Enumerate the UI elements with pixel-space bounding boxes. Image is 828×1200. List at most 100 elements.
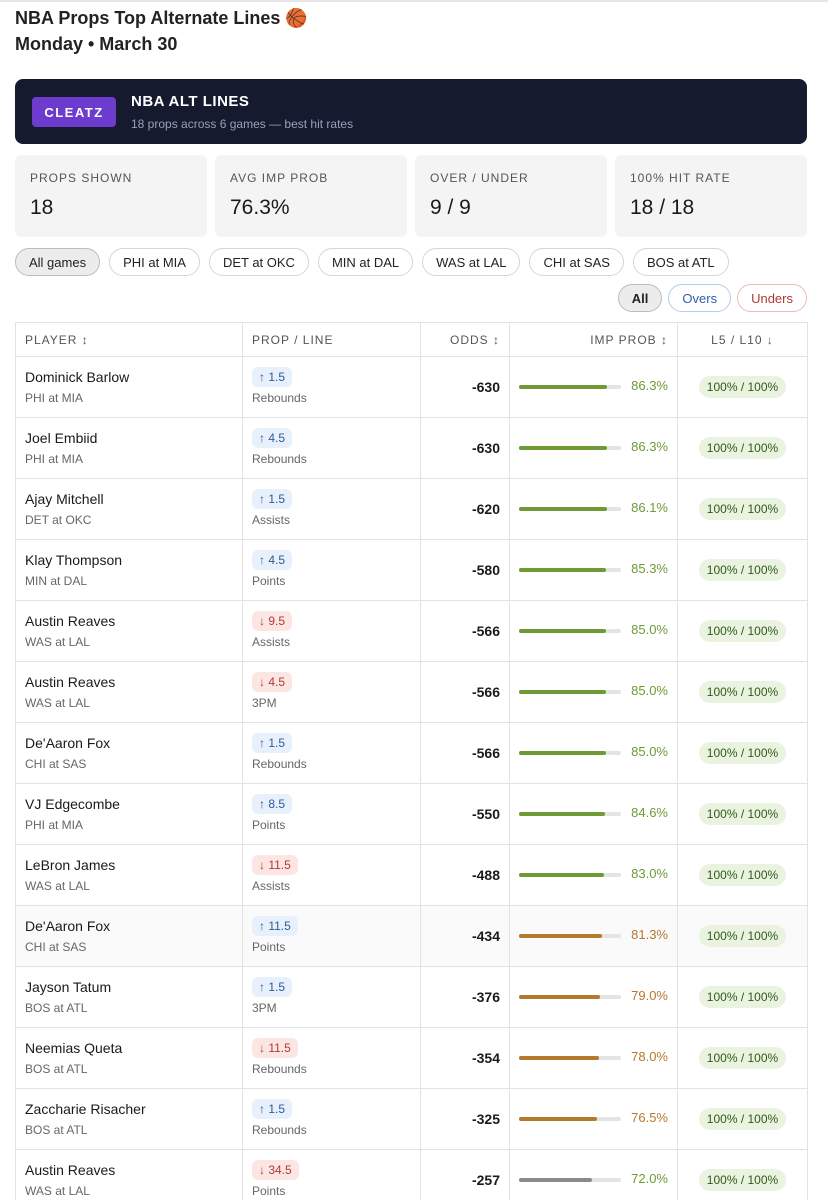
prob-bar-track [519,751,621,755]
prob-bar-track [519,507,621,511]
prob-value: 72.0% [631,1171,668,1186]
table-row[interactable]: De'Aaron Fox CHI at SAS ↑ 1.5 Rebounds -566 8… [15,722,808,784]
prop-cell: ↓ 9.5 Assists [242,600,421,662]
odds-value: -354 [420,1027,510,1089]
imp-prob-cell: 81.3% [509,905,678,967]
player-game: PHI at MIA [25,391,84,405]
table-row[interactable]: De'Aaron Fox CHI at SAS ↑ 11.5 Points -434 81… [15,905,808,967]
prop-cell: ↑ 1.5 3PM [242,966,421,1028]
hit-rate-badge: 100% / 100% [698,864,787,886]
player-cell: Zaccharie Risacher BOS at ATL [15,1088,243,1150]
player-game: BOS at ATL [25,1062,88,1076]
player-game: PHI at MIA [25,818,84,832]
filter-all[interactable]: All [617,284,663,312]
hit-rate-badge: 100% / 100% [698,620,787,642]
table-row[interactable]: Ajay Mitchell DET at OKC ↑ 1.5 Assists -620 8… [15,478,808,540]
player-game: BOS at ATL [25,1123,88,1137]
table-row[interactable]: Austin Reaves WAS at LAL ↓ 9.5 Assists -566 8… [15,600,808,662]
stat-value: 9 / 9 [430,196,471,219]
filter-overs[interactable]: Overs [668,284,732,312]
filter-det-at-okc[interactable]: DET at OKC [208,248,309,276]
prob-bar-fill [519,1178,593,1182]
prop-stat: Assists [252,879,291,893]
prop-cell: ↑ 4.5 Points [242,539,421,601]
odds-value: -488 [420,844,510,906]
filter-chi-at-sas[interactable]: CHI at SAS [529,248,624,276]
page-subtitle: Monday • March 30 [15,34,178,54]
prop-stat: 3PM [252,696,277,710]
player-cell: Dominick Barlow PHI at MIA [15,356,243,418]
filter-was-at-lal[interactable]: WAS at LAL [422,248,521,276]
banner-title: NBA ALT LINES [131,93,250,110]
player-game: WAS at LAL [25,879,90,893]
imp-prob-cell: 72.0% [509,1149,678,1200]
hit-rate-cell: 100% / 100% [677,783,808,845]
prop-stat: Assists [252,513,291,527]
table-header-row: PLAYER ↕ PROP / LINE ODDS ↕ IMP PROB ↕ L… [15,322,808,357]
imp-prob-cell: 86.1% [509,478,678,540]
table-row[interactable]: Dominick Barlow PHI at MIA ↑ 1.5 Rebounds -6… [15,356,808,418]
prop-cell: ↑ 11.5 Points [242,905,421,967]
prob-value: 85.0% [631,744,668,759]
stat-value: 18 / 18 [630,196,695,219]
prop-stat: Points [252,940,286,954]
player-game: WAS at LAL [25,1184,90,1198]
player-game: CHI at SAS [25,940,87,954]
player-game: WAS at LAL [25,696,90,710]
table-row[interactable]: Austin Reaves WAS at LAL ↓ 34.5 Points -257 7… [15,1149,808,1200]
table-row[interactable]: Joel Embiid PHI at MIA ↑ 4.5 Rebounds -630 86… [15,417,808,479]
player-name: Jayson Tatum [25,979,112,995]
filter-min-at-dal[interactable]: MIN at DAL [317,248,414,276]
hit-rate-cell: 100% / 100% [677,1088,808,1150]
prob-bar-track [519,629,621,633]
prob-bar-track [519,446,621,450]
prob-bar-fill [519,995,600,999]
prob-bar-fill [519,568,606,572]
prop-cell: ↑ 1.5 Rebounds [242,722,421,784]
column-header-imp-prob[interactable]: IMP PROB ↕ [509,322,678,357]
hit-rate-badge: 100% / 100% [698,681,787,703]
prop-stat: Points [252,1184,286,1198]
filter-all-games[interactable]: All games [15,248,101,276]
table-row[interactable]: Austin Reaves WAS at LAL ↓ 4.5 3PM -566 85.0%… [15,661,808,723]
player-cell: Neemias Queta BOS at ATL [15,1027,243,1089]
filter-unders[interactable]: Unders [737,284,807,312]
line-badge: ↑ 4.5 [252,428,293,448]
prob-value: 85.3% [631,561,668,576]
imp-prob-cell: 85.0% [509,600,678,662]
odds-value: -550 [420,783,510,845]
table-row[interactable]: LeBron James WAS at LAL ↓ 11.5 Assists -488 8… [15,844,808,906]
filter-phi-at-mia[interactable]: PHI at MIA [109,248,200,276]
stat-label: PROPS SHOWN [30,171,133,185]
line-badge: ↑ 4.5 [252,550,293,570]
over-under-filter: All Overs Unders [617,284,807,312]
prop-stat: Points [252,574,286,588]
column-header-hit-rate[interactable]: L5 / L10 ↓ [677,322,808,357]
player-cell: Austin Reaves WAS at LAL [15,600,243,662]
player-cell: Klay Thompson MIN at DAL [15,539,243,601]
game-filter-bar: All games PHI at MIA DET at OKC MIN at D… [15,248,729,276]
column-header-odds[interactable]: ODDS ↕ [420,322,510,357]
prop-stat: Assists [252,635,291,649]
table-row[interactable]: Klay Thompson MIN at DAL ↑ 4.5 Points -580 85… [15,539,808,601]
odds-value: -580 [420,539,510,601]
player-game: PHI at MIA [25,452,84,466]
stat-label: 100% HIT RATE [630,171,731,185]
line-badge: ↑ 1.5 [252,367,293,387]
stat-card-props-shown: PROPS SHOWN 18 [15,155,207,237]
prob-value: 76.5% [631,1110,668,1125]
table-row[interactable]: Jayson Tatum BOS at ATL ↑ 1.5 3PM -376 79.0% 1… [15,966,808,1028]
table-row[interactable]: Zaccharie Risacher BOS at ATL ↑ 1.5 Rebound… [15,1088,808,1150]
prob-bar-track [519,995,621,999]
hit-rate-badge: 100% / 100% [698,925,787,947]
imp-prob-cell: 86.3% [509,356,678,418]
table-row[interactable]: VJ Edgecombe PHI at MIA ↑ 8.5 Points -550 84.… [15,783,808,845]
table-row[interactable]: Neemias Queta BOS at ATL ↓ 11.5 Rebounds -35… [15,1027,808,1089]
filter-bos-at-atl[interactable]: BOS at ATL [632,248,729,276]
odds-value: -325 [420,1088,510,1150]
prop-cell: ↓ 11.5 Rebounds [242,1027,421,1089]
column-header-player[interactable]: PLAYER ↕ [15,322,243,357]
prop-cell: ↑ 4.5 Rebounds [242,417,421,479]
hit-rate-cell: 100% / 100% [677,417,808,479]
line-badge: ↓ 11.5 [252,855,298,875]
